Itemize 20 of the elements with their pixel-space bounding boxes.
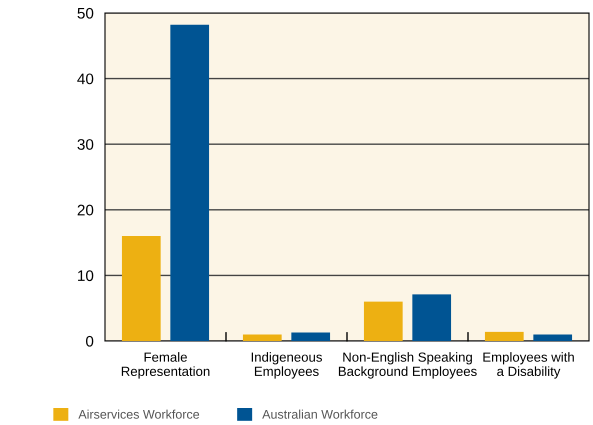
legend-label: Airservices Workforce bbox=[78, 410, 200, 419]
bar bbox=[291, 332, 330, 341]
bar bbox=[364, 302, 403, 341]
y-tick-label: 30 bbox=[77, 139, 94, 150]
bar bbox=[170, 24, 210, 341]
bar bbox=[533, 334, 572, 341]
bar bbox=[484, 332, 524, 341]
y-tick-label: 20 bbox=[78, 204, 94, 216]
y-tick-label: 0 bbox=[86, 336, 94, 347]
x-tick-label: Non-English Speaking Background Employees bbox=[338, 352, 477, 379]
y-tick-label: 50 bbox=[78, 8, 94, 19]
x-tick-label: Female Representation bbox=[122, 352, 210, 379]
bar bbox=[242, 334, 282, 341]
legend-label: Australian Workforce bbox=[262, 410, 378, 419]
bar bbox=[122, 236, 161, 341]
x-tick-label: Employees with a Disability bbox=[483, 352, 574, 379]
y-tick-label: 40 bbox=[77, 73, 94, 84]
bar bbox=[412, 294, 452, 341]
x-tick-label: Indigeneous Employees bbox=[252, 352, 322, 379]
y-tick-label: 10 bbox=[78, 270, 94, 282]
